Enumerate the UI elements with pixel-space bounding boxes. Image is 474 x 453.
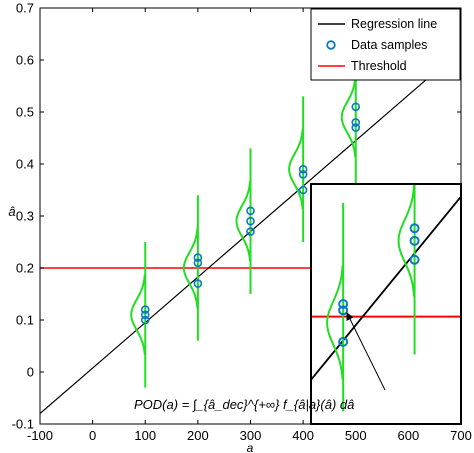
y-tick-label: 0.1 <box>16 313 34 328</box>
data-sample-marker <box>140 305 150 314</box>
data-sample-marker <box>246 227 255 236</box>
y-tick-label: 0.3 <box>16 209 34 224</box>
pod-formula: POD(a) = ∫_{â_dec}^{+∞} f_{â|a}(â) dâ <box>134 397 354 412</box>
inset-frame <box>310 183 462 425</box>
inset-data-sample-marker <box>409 223 420 234</box>
distribution-curve <box>182 227 199 309</box>
x-tick-label: 600 <box>398 428 420 443</box>
inset-data-sample-marker <box>409 235 420 246</box>
y-tick-label: -0.1 <box>12 417 34 432</box>
inset-data-sample-marker <box>409 254 420 265</box>
legend-label-threshold: Threshold <box>351 59 407 73</box>
x-tick-label: 200 <box>187 428 209 443</box>
inset-zoom <box>310 183 462 425</box>
distribution-curve <box>235 181 252 262</box>
inset-distribution-curve <box>326 265 344 380</box>
data-sample-marker <box>193 258 203 268</box>
data-sample-marker <box>246 206 255 216</box>
data-sample-marker <box>140 310 150 320</box>
y-axis-label: â <box>8 204 15 219</box>
legend-label-regression: Regression line <box>351 17 437 31</box>
inset-data-sample-marker <box>338 299 349 309</box>
y-tick-label: 0.2 <box>16 261 34 276</box>
data-sample-marker <box>298 170 308 179</box>
annotation-arrow <box>346 312 386 391</box>
y-tick-label: 0.4 <box>16 157 34 172</box>
distribution-curve <box>288 129 304 210</box>
x-tick-label: 300 <box>240 428 262 443</box>
data-sample-marker <box>298 185 308 195</box>
data-sample-marker <box>193 279 203 288</box>
y-tick-label: 0.7 <box>16 1 34 16</box>
x-axis-label: a <box>247 441 254 453</box>
data-sample-marker <box>193 253 203 262</box>
data-sample-marker <box>246 216 255 226</box>
y-tick-label: 0.5 <box>16 105 34 120</box>
y-tick-label: 0.6 <box>16 53 34 68</box>
data-sample-marker <box>351 118 361 127</box>
x-tick-label: 400 <box>292 428 314 443</box>
inset-distribution-curve <box>397 185 416 297</box>
distribution-curve <box>130 274 146 355</box>
inset-background <box>311 184 461 424</box>
x-tick-label: 700 <box>450 428 472 443</box>
inset-data-sample-marker <box>338 336 349 347</box>
x-tick-label: 500 <box>345 428 367 443</box>
legend-swatch-samples <box>326 40 336 50</box>
data-sample-marker <box>298 164 308 174</box>
data-sample-marker <box>351 102 361 112</box>
x-tick-label: 100 <box>134 428 156 443</box>
x-tick-label: 0 <box>89 428 96 443</box>
y-tick-label: 0 <box>27 365 34 380</box>
inset-layer <box>311 184 461 412</box>
inset-data-sample-marker <box>338 305 349 316</box>
axis-ticks: -100 0 100 200 300 400 500 600 700 -0.1 0 0.1 0.2 0.3… <box>12 1 472 444</box>
distribution-curve <box>340 77 357 158</box>
legend-label-samples: Data samples <box>351 38 427 52</box>
data-sample-marker <box>351 123 361 132</box>
legend-box <box>310 8 461 81</box>
x-tick-label: -100 <box>27 428 53 443</box>
legend: Regression line Data samples Threshold <box>310 8 461 81</box>
data-sample-marker <box>140 315 150 325</box>
